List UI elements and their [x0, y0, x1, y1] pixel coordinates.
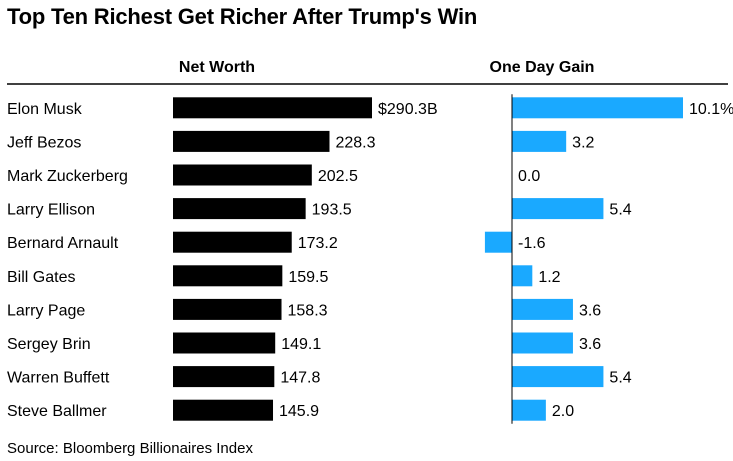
networth-value-label: 145.9	[279, 403, 319, 420]
networth-value-label: 147.8	[280, 370, 320, 387]
source-note: Source: Bloomberg Billionaires Index	[7, 440, 253, 457]
networth-bar	[173, 332, 276, 354]
row-label: Larry Page	[7, 302, 85, 319]
row-label: Larry Ellison	[7, 202, 95, 219]
networth-value-label: $290.3B	[378, 101, 438, 118]
networth-header: Net Worth	[179, 59, 255, 76]
gain-bar	[512, 332, 573, 354]
networth-value-label: 228.3	[335, 134, 375, 151]
gain-bar	[512, 97, 683, 119]
networth-bar	[173, 265, 283, 287]
networth-bar	[173, 231, 292, 253]
networth-value-label: 173.2	[298, 235, 338, 252]
row-label: Bill Gates	[7, 269, 75, 286]
gain-bar	[512, 130, 567, 152]
gain-value-label: 5.4	[609, 370, 631, 387]
networth-value-label: 193.5	[312, 202, 352, 219]
gain-value-label: 1.2	[538, 269, 560, 286]
gain-bar	[512, 298, 573, 320]
gain-bar	[512, 399, 546, 421]
row-label: Steve Ballmer	[7, 403, 107, 420]
networth-bar	[173, 298, 282, 320]
row-label: Sergey Brin	[7, 336, 91, 353]
row-label: Mark Zuckerberg	[7, 168, 128, 185]
row-label: Jeff Bezos	[7, 134, 81, 151]
gain-value-label: 0.0	[518, 168, 540, 185]
networth-value-label: 202.5	[318, 168, 358, 185]
one-day-gain-header: One Day Gain	[490, 59, 595, 76]
row-label: Bernard Arnault	[7, 235, 119, 252]
gain-value-label: 3.6	[579, 302, 601, 319]
gain-bar	[512, 265, 533, 287]
networth-value-label: 158.3	[288, 302, 328, 319]
gain-value-label: 2.0	[552, 403, 574, 420]
gain-value-label: 3.6	[579, 336, 601, 353]
gain-bar	[512, 366, 604, 388]
row-label: Elon Musk	[7, 101, 83, 118]
networth-bar	[173, 164, 312, 186]
gain-value-label: 3.2	[572, 134, 594, 151]
networth-value-label: 159.5	[288, 269, 328, 286]
networth-bar	[173, 366, 275, 388]
networth-bar	[173, 130, 330, 152]
gain-value-label: 10.1%	[689, 101, 733, 118]
gain-bar	[512, 198, 604, 220]
networth-bar	[173, 399, 274, 421]
row-label: Warren Buffett	[7, 370, 110, 387]
networth-bar	[173, 198, 306, 220]
gain-value-label: -1.6	[518, 235, 546, 252]
gain-value-label: 5.4	[609, 202, 631, 219]
networth-bar	[173, 97, 372, 119]
networth-value-label: 149.1	[281, 336, 321, 353]
chart-title: Top Ten Richest Get Richer After Trump's…	[7, 4, 478, 29]
gain-bar	[484, 231, 512, 253]
